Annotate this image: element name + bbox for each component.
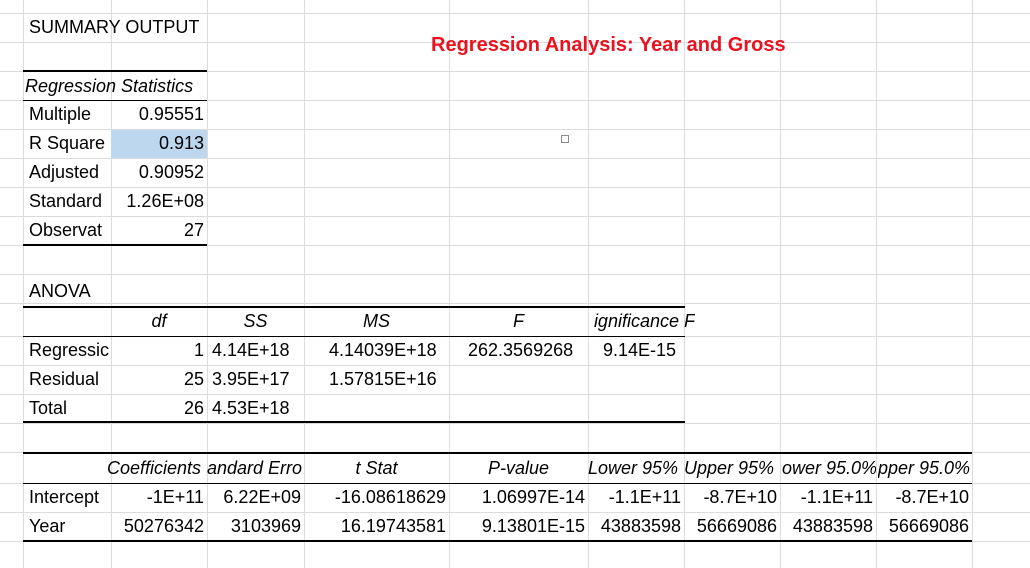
stat-label-multiple: Multiple <box>29 104 92 124</box>
coef-cell[interactable]: -1.1E+11 <box>800 487 873 507</box>
table-border <box>23 421 685 423</box>
coef-cell[interactable]: -8.7E+10 <box>895 487 969 507</box>
coef-header-standard-error: andard Erro <box>207 458 303 478</box>
coef-cell[interactable]: -1.1E+11 <box>608 487 681 507</box>
coef-header-p-value: P-value <box>487 458 550 478</box>
coef-cell[interactable]: 3103969 <box>230 516 301 536</box>
gridline <box>0 129 1030 130</box>
anova-row-label: Total <box>29 398 68 418</box>
anova-cell-significance[interactable]: 9.14E-15 <box>603 340 677 360</box>
gridline <box>0 245 1030 246</box>
anova-cell-f[interactable]: 262.3569268 <box>468 340 574 360</box>
gridline <box>0 13 1030 14</box>
coef-cell[interactable]: 50276342 <box>123 516 204 536</box>
anova-cell-ss[interactable]: 4.14E+18 <box>212 340 290 360</box>
table-border <box>23 306 685 308</box>
coef-cell[interactable]: -16.08618629 <box>334 487 446 507</box>
coef-header-t-stat: t Stat <box>355 458 398 478</box>
stat-label-r-square: R Square <box>29 133 106 153</box>
anova-cell-df[interactable]: 25 <box>183 369 204 389</box>
table-border <box>23 244 207 246</box>
anova-cell-ss[interactable]: 4.53E+18 <box>212 398 290 418</box>
gridline <box>0 187 1030 188</box>
selected-cell-highlight <box>111 130 207 158</box>
gridline <box>0 71 1030 72</box>
coef-cell[interactable]: 43883598 <box>600 516 681 536</box>
gridline <box>0 365 1030 366</box>
coef-cell[interactable]: 56669086 <box>696 516 777 536</box>
coef-cell[interactable]: 43883598 <box>792 516 873 536</box>
anova-header-df: df <box>151 311 167 331</box>
gridline <box>207 0 208 568</box>
coef-row-label: Year <box>29 516 66 536</box>
stat-value-observations[interactable]: 27 <box>183 220 204 240</box>
coef-header-lower-95: Lower 95% <box>588 458 679 478</box>
anova-cell-df[interactable]: 26 <box>183 398 204 418</box>
gridline <box>684 0 685 568</box>
coef-cell[interactable]: 6.22E+09 <box>223 487 301 507</box>
stat-label-observations: Observat <box>29 220 103 240</box>
table-border <box>23 483 972 484</box>
coef-cell[interactable]: 56669086 <box>888 516 969 536</box>
gridline <box>588 0 589 568</box>
anova-cell-ms[interactable]: 4.14039E+18 <box>329 340 437 360</box>
gridline <box>0 394 1030 395</box>
anova-cell-ms[interactable]: 1.57815E+16 <box>329 369 437 389</box>
anova-header-ss: SS <box>243 311 268 331</box>
gridline <box>0 423 1030 424</box>
coef-header-lower-95-0: ower 95.0% <box>782 458 876 478</box>
stat-value-multiple[interactable]: 0.95551 <box>138 104 204 124</box>
coef-cell[interactable]: 16.19743581 <box>340 516 446 536</box>
stat-value-adjusted[interactable]: 0.90952 <box>138 162 204 182</box>
stat-label-adjusted: Adjusted <box>29 162 100 182</box>
gridline <box>0 274 1030 275</box>
stat-value-r-square[interactable]: 0.913 <box>158 133 204 153</box>
table-border <box>23 336 685 337</box>
anova-header-f: F <box>513 311 524 331</box>
coef-header-upper-95-0: pper 95.0% <box>878 458 971 478</box>
anova-cell-ss[interactable]: 3.95E+17 <box>212 369 290 389</box>
table-border <box>23 70 207 72</box>
gridline <box>0 42 1030 43</box>
chart-title[interactable]: Regression Analysis: Year and Gross <box>431 34 786 56</box>
gridline <box>449 0 450 568</box>
gridline <box>0 158 1030 159</box>
coef-row-label: Intercept <box>29 487 100 507</box>
table-border <box>23 100 207 101</box>
anova-row-label: Residual <box>29 369 100 389</box>
stat-label-standard: Standard <box>29 191 103 211</box>
summary-output-title: SUMMARY OUTPUT <box>29 17 200 37</box>
gridline <box>972 0 973 568</box>
anova-header-significance-f: ignificance F <box>593 311 695 331</box>
table-border <box>23 452 972 454</box>
gridline <box>111 0 112 568</box>
gridline <box>304 0 305 568</box>
anova-cell-df[interactable]: 1 <box>193 340 204 360</box>
resize-handle[interactable] <box>561 135 569 143</box>
gridline <box>0 303 1030 304</box>
coef-cell[interactable]: -1E+11 <box>146 487 204 507</box>
coef-header-coefficients: Coefficients <box>107 458 202 478</box>
coef-header-upper-95: Upper 95% <box>684 458 775 478</box>
gridline <box>780 0 781 568</box>
stat-value-standard[interactable]: 1.26E+08 <box>126 191 204 211</box>
gridline <box>0 216 1030 217</box>
gridline <box>0 512 1030 513</box>
anova-row-label: Regressic <box>29 340 110 360</box>
gridline <box>23 0 24 568</box>
gridline <box>0 100 1030 101</box>
coef-cell[interactable]: -8.7E+10 <box>703 487 777 507</box>
gridline <box>876 0 877 568</box>
coef-cell[interactable]: 9.13801E-15 <box>481 516 585 536</box>
anova-header-ms: MS <box>363 311 390 331</box>
table-border <box>23 540 972 542</box>
coef-cell[interactable]: 1.06997E-14 <box>481 487 585 507</box>
regression-statistics-header: Regression Statistics <box>25 76 194 96</box>
anova-title: ANOVA <box>29 281 91 301</box>
